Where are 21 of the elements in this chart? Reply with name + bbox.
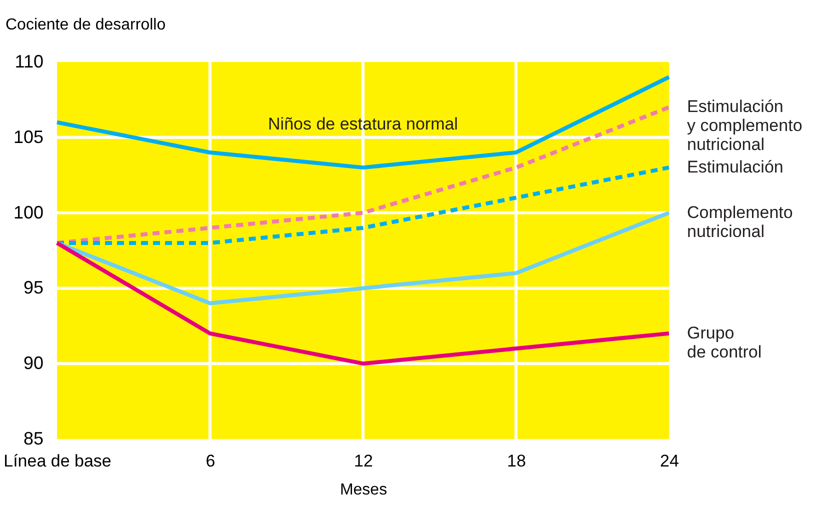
- y-tick-label: 95: [23, 278, 44, 298]
- x-tick-label: 6: [206, 452, 216, 470]
- y-tick-label: 85: [23, 428, 44, 448]
- x-tick-label: 12: [354, 452, 373, 470]
- y-tick-label: 105: [13, 126, 44, 147]
- line-series: [55, 210, 671, 306]
- series-label: Estimulación: [687, 158, 784, 177]
- x-tick-label: 18: [507, 452, 526, 470]
- x-tick-label: 24: [660, 452, 679, 470]
- line-series: [55, 240, 671, 366]
- x-axis-title: Meses: [340, 482, 388, 498]
- series-label: Grupo de control: [687, 323, 762, 362]
- line-series: [55, 166, 671, 245]
- y-axis-title: Cociente de desarrollo: [6, 16, 166, 34]
- y-tick-label: 100: [13, 202, 44, 222]
- series-label: Complemento nutricional: [687, 202, 793, 241]
- line-series: [55, 75, 671, 170]
- y-tick-label: 110: [14, 52, 44, 72]
- y-tick-label: 90: [23, 353, 44, 374]
- x-tick-label: Línea de base: [4, 452, 112, 470]
- series-label: Estimulación y complemento nutricional: [687, 97, 802, 154]
